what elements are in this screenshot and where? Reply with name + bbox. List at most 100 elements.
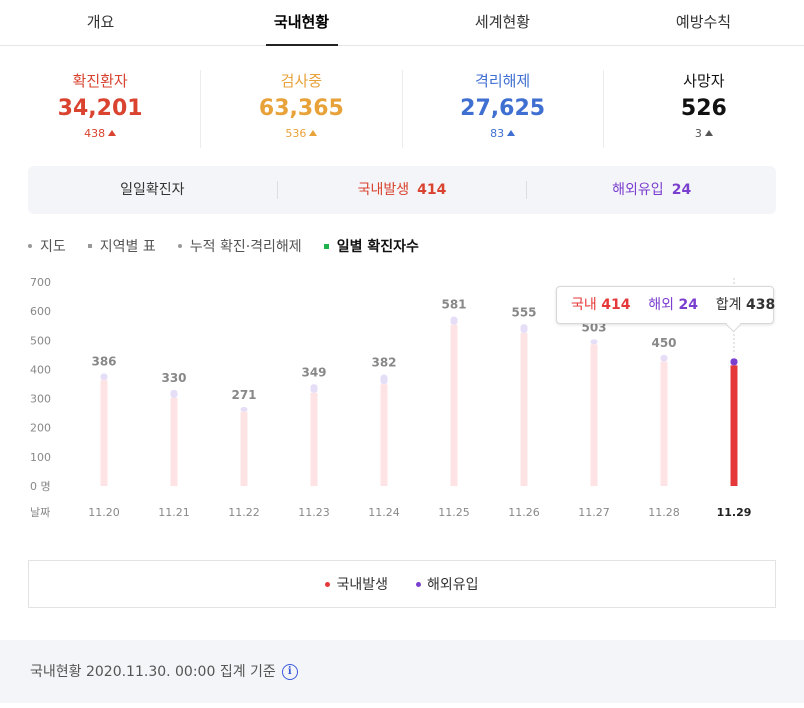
data-label: 271: [231, 388, 256, 402]
subtab-label: 지도: [40, 239, 66, 255]
stat-label: 확진환자: [72, 72, 128, 90]
chart-subtabs: 지도 지역별 표 누적 확진·격리해제 일별 확진자수: [28, 236, 804, 256]
tooltip-total-label: 합계: [715, 297, 742, 313]
chart-tooltip: 국내 414 해외 24 합계 438: [556, 286, 775, 324]
bar-overseas: [310, 384, 318, 393]
daily-domestic-label: 국내발생: [357, 182, 410, 198]
stat-value: 63,365: [258, 96, 344, 121]
bar-overseas: [380, 374, 388, 385]
footer: 국내현황 2020.11.30. 00:00 집계 기준 i: [0, 640, 804, 703]
subtab-daily[interactable]: 일별 확진자수: [323, 236, 419, 256]
up-arrow-icon: [507, 130, 516, 136]
stat-value: 34,201: [57, 96, 143, 121]
bar-domestic: [520, 333, 528, 486]
subtab-region-table[interactable]: 지역별 표: [87, 236, 156, 256]
x-tick-label: 11.23: [298, 506, 330, 519]
tooltip-overseas-label: 해외: [648, 297, 675, 313]
daily-overseas-value: 24: [671, 182, 692, 198]
chart-legend: 국내발생 해외유입: [28, 560, 776, 608]
daily-chart: 0 명 100 200 300 400 500 600 700 날짜 386 11.20 330 11.…: [0, 260, 804, 560]
subtab-label: 지역별 표: [99, 239, 156, 255]
x-tick-label: 11.24: [368, 506, 400, 519]
x-tick-label: 11.25: [438, 506, 470, 519]
y-tick-label: 700: [30, 276, 51, 289]
subtab-cumulative[interactable]: 누적 확진·격리해제: [177, 236, 302, 256]
data-label: 382: [371, 356, 396, 370]
tab-domestic[interactable]: 국내현황: [201, 0, 402, 45]
tab-world[interactable]: 세계현황: [474, 13, 531, 31]
tooltip-total: 합계 438: [716, 297, 775, 313]
stat-label: 사망자: [683, 72, 725, 90]
x-tick-label: 11.22: [228, 506, 260, 519]
data-label: 386: [91, 355, 116, 369]
x-tick-label: 11.27: [578, 506, 610, 519]
stat-change: 536: [201, 126, 401, 142]
bar-overseas: [100, 373, 108, 381]
bar-domestic: [590, 344, 598, 486]
bar-domestic: [310, 392, 318, 486]
bar-overseas: [730, 358, 738, 366]
bar-domestic: [380, 384, 388, 486]
data-label: 555: [511, 305, 536, 319]
change-value: 438: [84, 127, 106, 140]
legend-label: 해외유입: [427, 577, 479, 593]
tooltip-overseas: 해외 24: [648, 297, 698, 313]
change-value: 536: [285, 127, 307, 140]
daily-label: 일일확진자: [28, 181, 278, 199]
stat-label: 검사중: [280, 72, 323, 90]
tab-prevention[interactable]: 예방수칙: [675, 13, 732, 31]
y-tick-label: 100: [30, 451, 51, 464]
bullet-icon: [323, 243, 329, 249]
stat-label: 격리해제: [475, 72, 531, 90]
stat-testing: 검사중 63,365 536: [201, 70, 403, 148]
x-tick-label: 11.28: [648, 506, 680, 519]
stat-change: 3: [604, 126, 804, 142]
footer-text: 국내현황 2020.11.30. 00:00 집계 기준: [30, 663, 276, 680]
tooltip-total-value: 438: [746, 297, 776, 313]
main-tabs: 개요 국내현황 세계현황 예방수칙: [0, 0, 804, 46]
bar-domestic: [660, 361, 668, 486]
bar-chart: 0 명 100 200 300 400 500 600 700 날짜 386 11.20 330 11.…: [30, 276, 751, 519]
bar-overseas: [450, 316, 458, 325]
subtab-map[interactable]: 지도: [28, 236, 66, 256]
x-axis-label: 날짜: [30, 506, 50, 519]
daily-confirmed-bar: 일일확진자 국내발생 414 해외유입 24: [28, 166, 776, 214]
data-label: 450: [651, 336, 676, 350]
bar-overseas: [660, 354, 668, 362]
tooltip-domestic-value: 414: [601, 297, 631, 313]
daily-domestic: 국내발생 414: [278, 181, 528, 199]
x-tick-label: 11.26: [508, 506, 540, 519]
change-value: 83: [490, 127, 505, 140]
y-tick-label: 600: [30, 305, 51, 318]
data-label: 330: [161, 371, 186, 385]
legend-dot: [325, 581, 331, 587]
info-icon[interactable]: i: [281, 663, 298, 680]
bar-domestic: [450, 324, 458, 486]
tooltip-domestic-label: 국내: [571, 297, 597, 313]
legend-label: 국내발생: [336, 577, 388, 593]
daily-domestic-value: 414: [417, 182, 447, 198]
up-arrow-icon: [309, 130, 318, 136]
y-tick-label: 300: [30, 393, 51, 406]
y-tick-label: 200: [30, 422, 51, 435]
up-arrow-icon: [108, 130, 117, 136]
daily-overseas-label: 해외유입: [612, 182, 664, 198]
stat-change: 83: [403, 126, 603, 142]
x-tick-label: 11.21: [158, 506, 190, 519]
stat-confirmed: 확진환자 34,201 438: [0, 70, 202, 148]
stats-summary: 확진환자 34,201 438 검사중 63,365 536 격리해제 27,6…: [0, 46, 804, 156]
bar-overseas: [520, 324, 528, 333]
tab-overview[interactable]: 개요: [86, 13, 115, 31]
bar-overseas: [170, 389, 178, 398]
bar-domestic: [170, 397, 178, 486]
stat-change: 438: [0, 126, 200, 142]
y-tick-label: 500: [30, 334, 51, 347]
legend-item-domestic[interactable]: 국내발생: [325, 574, 388, 594]
stat-released: 격리해제 27,625 83: [403, 70, 604, 148]
bullet-icon: [87, 244, 92, 248]
subtab-label: 누적 확진·격리해제: [189, 239, 302, 255]
subtab-label: 일별 확진자수: [336, 239, 419, 255]
legend-item-overseas[interactable]: 해외유입: [416, 574, 479, 594]
bullet-icon: [28, 244, 32, 248]
y-tick-label: 400: [30, 363, 51, 376]
